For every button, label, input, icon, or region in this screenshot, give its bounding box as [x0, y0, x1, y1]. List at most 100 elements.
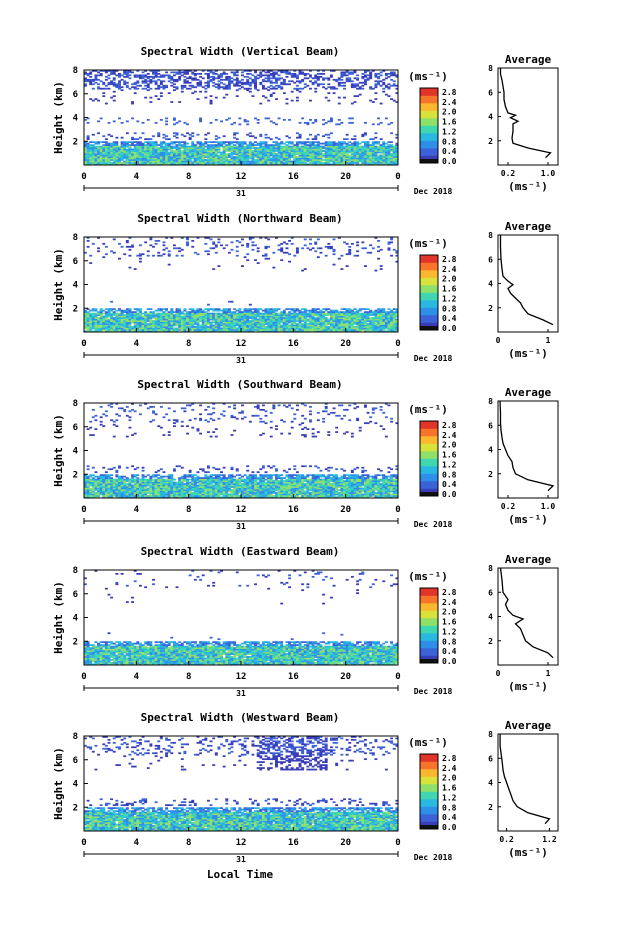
heatmap-cell	[102, 309, 106, 312]
heatmap-cell	[97, 159, 100, 161]
heatmap-cell	[118, 83, 121, 86]
heatmap-cell	[133, 312, 137, 315]
heatmap-cell	[235, 141, 239, 144]
heatmap-cell	[196, 317, 200, 319]
heatmap-cell	[227, 87, 231, 90]
heatmap-cell	[212, 156, 216, 158]
heatmap-cell	[149, 145, 153, 148]
heatmap-cell	[288, 157, 292, 160]
heatmap-cell	[175, 144, 179, 146]
heatmap-cell	[110, 324, 114, 327]
heatmap-cell	[138, 312, 142, 315]
heatmap-cell	[136, 74, 140, 77]
heatmap-cell	[115, 151, 119, 154]
heatmap-cell	[238, 160, 242, 163]
heatmap-cell	[175, 87, 179, 90]
heatmap-cell	[220, 81, 223, 84]
heatmap-cell	[157, 147, 161, 149]
heatmap-cell	[264, 141, 268, 144]
heatmap-cell	[222, 311, 226, 313]
heatmap-cell	[222, 318, 226, 321]
heatmap-cell	[91, 466, 95, 469]
heatmap-cell	[84, 150, 87, 152]
heatmap-cell	[295, 87, 299, 90]
heatmap-cell	[178, 159, 182, 161]
heatmap-cell	[118, 81, 121, 84]
heatmap-cell	[316, 78, 320, 81]
heatmap-cell	[110, 154, 114, 157]
heatmap-cell	[348, 121, 352, 124]
heatmap-cell	[97, 87, 100, 90]
heatmap-cell	[118, 117, 121, 120]
heatmap-cell	[94, 323, 98, 325]
heatmap-cell	[193, 157, 197, 160]
heatmap-cell	[332, 78, 336, 81]
heatmap-cell	[358, 145, 362, 148]
heatmap-cell	[275, 136, 278, 139]
heatmap-cell	[120, 312, 124, 315]
heatmap-cell	[285, 70, 289, 72]
heatmap-cell	[159, 151, 163, 154]
heatmap-cell	[89, 163, 93, 166]
heatmap-cell	[374, 156, 378, 158]
heatmap-cell	[361, 147, 365, 149]
heatmap-cell	[306, 150, 310, 152]
heatmap-cell	[204, 81, 208, 84]
heatmap-cell	[374, 269, 378, 272]
heatmap-cell	[217, 148, 221, 151]
heatmap-cell	[138, 317, 142, 319]
heatmap-cell	[170, 327, 174, 330]
heatmap-cell	[112, 318, 116, 321]
heatmap-cell	[172, 80, 176, 83]
heatmap-cell	[335, 309, 339, 312]
heatmap-cell	[214, 144, 218, 146]
heatmap-cell	[217, 326, 221, 328]
heatmap-cell	[272, 86, 276, 89]
heatmap-cell	[235, 147, 239, 149]
heatmap-cell	[104, 150, 108, 152]
heatmap-cell	[288, 80, 292, 83]
heatmap-cell	[233, 78, 237, 81]
heatmap-cell	[272, 156, 276, 158]
heatmap-cell	[110, 72, 114, 75]
heatmap-cell	[144, 87, 148, 90]
heatmap-cell	[303, 83, 307, 86]
heatmap-cell	[309, 147, 312, 149]
heatmap-cell	[309, 248, 312, 251]
heatmap-cell	[377, 308, 380, 311]
heatmap-cell	[301, 80, 305, 83]
heatmap-cell	[118, 163, 121, 166]
heatmap-cell	[128, 74, 132, 77]
heatmap-cell	[316, 163, 320, 166]
heatmap-cell	[162, 320, 166, 322]
heatmap-cell	[220, 162, 223, 164]
heatmap-cell	[212, 159, 216, 161]
heatmap-cell	[118, 74, 121, 77]
heatmap-cell	[314, 77, 318, 80]
heatmap-cell	[309, 118, 312, 121]
heatmap-cell	[311, 148, 315, 151]
heatmap-cell	[269, 154, 273, 157]
heatmap-cell	[144, 81, 148, 84]
heatmap-cell	[84, 326, 87, 328]
heatmap-cell	[225, 93, 229, 96]
heatmap-cell	[254, 148, 257, 151]
heatmap-cell	[246, 154, 250, 157]
heatmap-cell	[89, 71, 93, 74]
heatmap-cell	[293, 74, 297, 77]
heatmap-cell	[183, 326, 187, 328]
heatmap-cell	[363, 162, 367, 164]
heatmap-cell	[248, 153, 252, 155]
heatmap-cell	[345, 148, 349, 151]
heatmap-cell	[387, 72, 391, 75]
heatmap-cell	[118, 87, 121, 90]
colorbar-swatch	[420, 103, 438, 111]
heatmap-cell	[272, 163, 276, 166]
heatmap-cell	[138, 244, 142, 247]
colorbar-swatch	[420, 110, 438, 119]
heatmap-cell	[309, 154, 312, 157]
heatmap-cell	[387, 153, 391, 155]
heatmap-cell	[285, 156, 289, 158]
heatmap-cell	[97, 327, 100, 330]
heatmap-cell	[89, 145, 93, 148]
